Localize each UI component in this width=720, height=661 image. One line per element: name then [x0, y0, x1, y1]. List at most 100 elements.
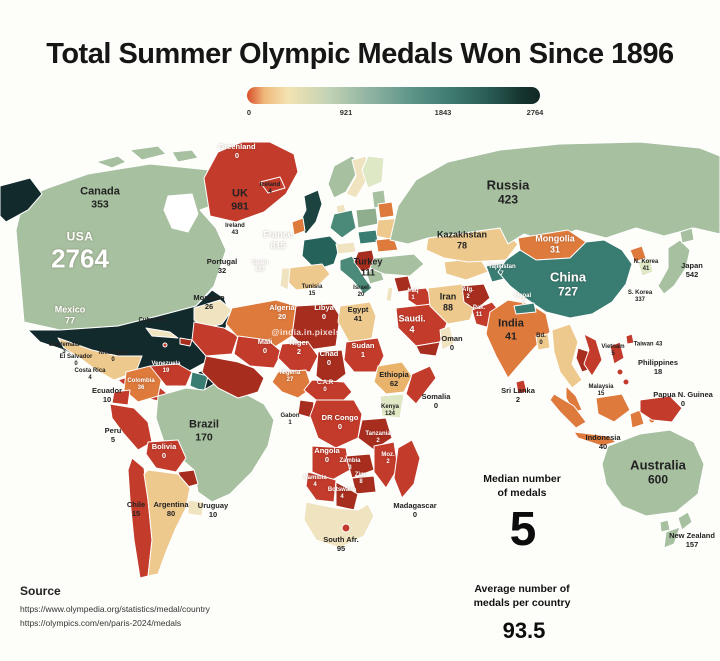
shape-india	[485, 299, 551, 379]
country-label-chile: Chile 15	[127, 500, 145, 519]
shape-cuba	[145, 327, 179, 339]
country-name: El Salvador	[59, 353, 93, 360]
country-name: UK	[232, 187, 248, 200]
country-name: Peru	[104, 426, 122, 436]
country-value: 0	[262, 346, 268, 355]
country-name: Argentina	[153, 500, 189, 510]
scale-tick-921: 921	[339, 108, 353, 117]
country-name: Libya	[314, 303, 334, 313]
country-value: 80	[166, 509, 176, 518]
country-name: C.A.R	[316, 379, 334, 386]
shape-dr-congo	[309, 399, 363, 449]
country-label-philippines: Philippines 18	[638, 358, 678, 377]
source-link-olympedia: https://www.olympedia.org/statistics/med…	[20, 604, 210, 614]
country-value: 77	[64, 315, 76, 325]
country-name: Cuba	[138, 317, 154, 324]
country-name: Ireland	[225, 222, 245, 229]
country-label-el-salvador: El Salvador 0	[60, 354, 93, 368]
shape-vietnam	[583, 333, 603, 377]
country-label-usa: USA 2764	[51, 230, 109, 275]
country-value: 1	[288, 420, 292, 426]
shape-finland	[361, 155, 385, 189]
shape-uruguay	[187, 499, 205, 517]
country-value: 31	[549, 244, 560, 254]
shape-caribbean-island	[162, 342, 168, 348]
country-label-uruguay: Uruguay 10	[197, 501, 229, 520]
shape-angola	[311, 445, 351, 481]
shape-sumatra	[549, 393, 587, 429]
country-name: Guatemala	[48, 341, 80, 348]
shape-germany	[329, 209, 357, 239]
country-name: Japan	[681, 261, 703, 271]
country-name: Ethiopia	[379, 370, 409, 380]
shape-namibia	[305, 471, 337, 503]
country-label-sri-lanka: Sri Lanka 2	[501, 386, 535, 405]
country-name: Afg.	[462, 286, 474, 293]
shape-turkey	[369, 253, 425, 277]
shape-afghanistan	[461, 283, 491, 311]
shape-alaska	[0, 177, 43, 223]
shape-morocco	[193, 299, 233, 329]
country-value: 2	[515, 395, 521, 404]
country-name: Angola	[314, 446, 340, 456]
scale-tick-0: 0	[246, 108, 252, 117]
country-label-ireland: Ireland 43	[225, 223, 245, 237]
country-label-gabon: Gabon 1	[281, 413, 300, 427]
country-label-sudan: Sudan 1	[352, 341, 375, 360]
scale-tick-2764: 2764	[526, 108, 544, 117]
country-value: 8	[359, 479, 363, 485]
shape-czech-hungary	[357, 229, 379, 245]
country-value: 36	[137, 385, 145, 391]
country-value: 32	[217, 266, 227, 275]
country-name: Australia	[630, 457, 686, 473]
country-value: 5	[611, 351, 615, 357]
country-value: 542	[685, 270, 699, 279]
shape-alps	[335, 241, 357, 255]
country-name: Taiwan	[633, 341, 654, 348]
shape-poland	[355, 207, 379, 229]
country-name: South Afr.	[323, 535, 359, 545]
country-value: 41	[505, 330, 517, 343]
country-name: Chad	[319, 349, 339, 359]
country-label-cuba: Cuba 244	[138, 309, 165, 328]
country-name: Costa Rica	[74, 367, 106, 374]
country-name: Mexico	[54, 304, 86, 315]
country-label-somalia: Somalia 0	[422, 392, 451, 411]
shape-new-zealand-north	[677, 511, 693, 531]
country-name: Mali	[257, 337, 273, 347]
country-label-niger: Niger 2	[289, 338, 308, 357]
country-name: Uruguay	[197, 501, 229, 511]
country-label-vietnam: Vietnam 5	[601, 344, 624, 358]
shape-oman	[439, 325, 455, 351]
country-value: 170	[195, 431, 213, 444]
country-label-guatemala: Guatemala 3	[49, 342, 80, 356]
country-name: Sri Lanka	[501, 386, 535, 396]
country-label-greenland: Greenland 0	[218, 142, 255, 161]
country-value: 2	[386, 459, 390, 465]
country-value: 0	[433, 401, 439, 410]
country-label-nigeria: Nigeria 27	[280, 370, 300, 384]
source-block: Source https://www.olympedia.org/statist…	[20, 584, 210, 630]
country-name: S. Korea	[627, 289, 653, 296]
country-name: Madagascar	[393, 501, 437, 511]
country-label-venezuela: Venezuela 19	[151, 361, 180, 375]
shape-mauritania	[191, 321, 239, 357]
country-value: 2	[466, 294, 470, 300]
country-value: 15	[308, 291, 316, 297]
country-label-tanzania: Tanzania 2	[365, 431, 390, 445]
country-name: Oman	[441, 334, 463, 344]
country-label-uk: UK 981	[231, 187, 249, 212]
country-label-mexico: Mexico 77	[55, 304, 86, 325]
shape-nigeria	[271, 369, 313, 399]
shape-madagascar	[393, 439, 421, 499]
country-label-australia: Australia 600	[630, 457, 686, 486]
shape-ecuador	[111, 389, 131, 406]
country-label-mali: Mali 0	[257, 337, 273, 356]
shape-south-korea	[637, 257, 654, 277]
median-label: Median number of medals	[483, 473, 561, 500]
shape-north-korea	[629, 245, 647, 263]
country-label-france: France 815	[263, 229, 293, 250]
median-value: 5	[509, 503, 537, 556]
country-value: 7	[500, 271, 504, 277]
country-label-c-a-r: C.A.R 0	[317, 380, 333, 394]
